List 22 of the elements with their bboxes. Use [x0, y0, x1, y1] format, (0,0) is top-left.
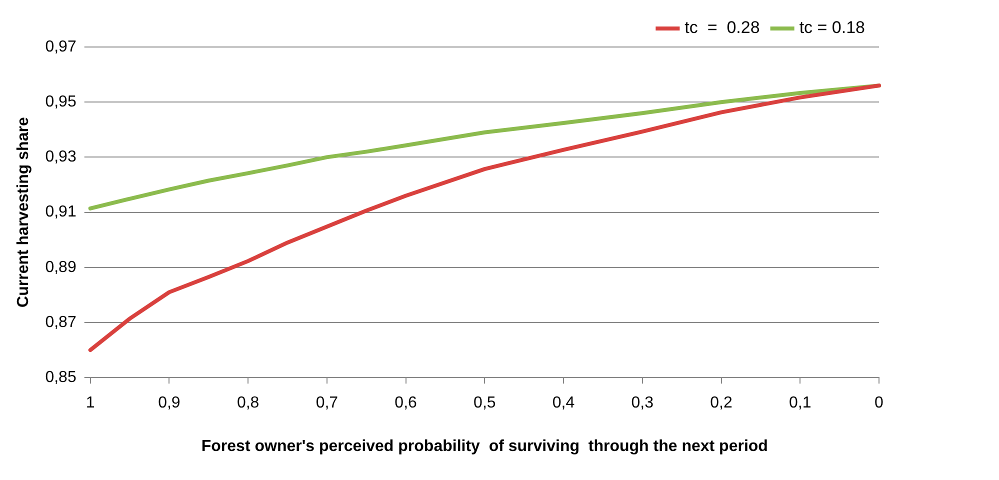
y-tick-label: 0,93 — [45, 148, 76, 166]
y-tick-label: 0,97 — [45, 38, 76, 56]
x-tick-label: 0,3 — [631, 394, 654, 412]
y-tick-label: 0,91 — [45, 204, 76, 221]
y-axis-title: Current harvesting share — [15, 117, 32, 308]
x-tick-label: 0,9 — [158, 394, 180, 412]
x-tick-label: 0,6 — [394, 394, 418, 412]
y-tick-label: 0,95 — [45, 94, 76, 111]
legend-label: tc = 0.28 — [684, 18, 760, 38]
x-tick-label: 0,2 — [710, 394, 732, 412]
x-tick-label: 0 — [874, 394, 884, 412]
y-tick-label: 0,89 — [45, 258, 76, 276]
x-tick-label: 0,1 — [789, 394, 812, 412]
y-tick-label: 0,87 — [45, 314, 76, 331]
x-tick-label: 0,5 — [474, 394, 496, 412]
legend-label: tc = 0.18 — [799, 18, 866, 38]
x-tick-label: 1 — [86, 394, 95, 412]
x-tick-label: 0,7 — [316, 394, 338, 412]
x-axis-title: Forest owner's perceived probability of surviving through the next period — [201, 438, 768, 455]
x-tick-label: 0,4 — [552, 394, 575, 412]
y-tick-label: 0,85 — [45, 369, 76, 386]
x-tick-label: 0,8 — [236, 394, 260, 412]
